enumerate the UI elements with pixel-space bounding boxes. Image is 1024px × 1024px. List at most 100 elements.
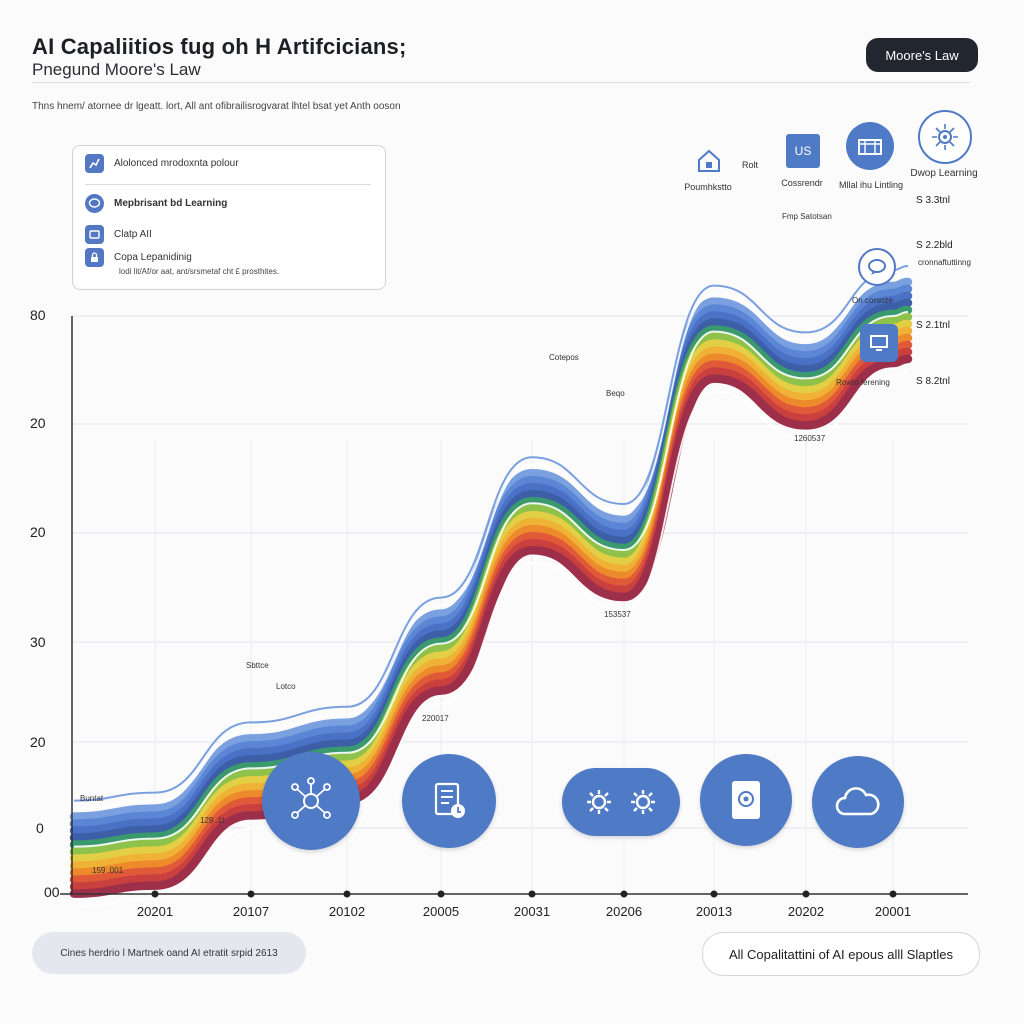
page-subtitle: Pnegund Moore's Law <box>32 60 201 79</box>
y-tick-label: 20 <box>30 524 46 540</box>
brain-icon <box>918 110 972 164</box>
band-highlight <box>73 311 909 848</box>
curve-label: 220017 <box>422 714 449 723</box>
y-tick-label: 00 <box>44 884 60 900</box>
sub-label: On corsoze <box>852 296 893 305</box>
legend-item: Copa Lepanidinig <box>85 248 192 267</box>
y-tick-label: 0 <box>36 820 44 836</box>
legend-label: Copa Lepanidinig <box>114 252 192 263</box>
value-label: S 3.3tnl <box>916 195 950 206</box>
capability-band <box>69 333 913 877</box>
x-tick-dot <box>437 890 445 898</box>
top-label: Rolt <box>741 160 759 170</box>
x-tick-dot <box>620 890 628 898</box>
x-tick-dot <box>528 890 536 898</box>
lock-icon <box>85 248 104 267</box>
capability-band <box>69 305 913 849</box>
x-tick-dot <box>151 890 159 898</box>
legend-note: lodi lit/Af/or aat, ant/srsmetaf cht £ p… <box>119 267 280 276</box>
chat-bubble-icon[interactable] <box>858 248 896 286</box>
band-highlight <box>73 371 909 908</box>
x-tick-dot <box>889 890 897 898</box>
x-tick-label: 20201 <box>136 904 174 919</box>
header-divider <box>32 82 970 83</box>
band-highlight <box>73 273 909 810</box>
house-icon <box>696 148 722 174</box>
value-label: S 2.2bld <box>916 240 953 251</box>
legend-label: Clatp AII <box>114 229 152 240</box>
x-tick-dots <box>151 890 897 898</box>
x-tick-dot <box>247 890 255 898</box>
capability-band <box>69 340 913 884</box>
footer-note: Cines herdrio l Martnek oand AI etratit … <box>32 932 306 974</box>
x-tick-label: 20031 <box>513 904 551 919</box>
document-icon[interactable] <box>402 754 496 848</box>
legend-item: Alolonced mrodoxnta polour <box>85 154 239 173</box>
capability-band <box>69 312 913 856</box>
x-tick-label: 20013 <box>695 904 733 919</box>
value-label: S 8.2tnl <box>916 376 950 387</box>
trend-outline <box>73 265 909 802</box>
y-tick-label: 30 <box>30 634 46 650</box>
curve-label: 153537 <box>604 610 631 619</box>
network-icon[interactable] <box>262 752 360 850</box>
x-tick-label: 20005 <box>422 904 460 919</box>
moores-law-button[interactable]: Moore's Law <box>866 38 978 72</box>
capability-band <box>69 326 913 870</box>
legend-label: Mepbrisant bd Learning <box>114 198 228 209</box>
monitor-icon[interactable] <box>860 324 898 362</box>
top-label: Dwop Learning <box>910 168 978 179</box>
top-label: Poumhkstto <box>684 182 732 192</box>
page-title: AI Capaliitios ƭug oh H Artifcicians; <box>32 34 407 59</box>
legend-label: Alolonced mrodoxnta polour <box>114 158 239 169</box>
us-icon: US <box>786 134 820 168</box>
x-tick-label: 20202 <box>787 904 825 919</box>
legend-item: Mepbrisant bd Learning <box>85 194 227 213</box>
y-tick-label: 20 <box>30 734 46 750</box>
top-label: Mllal ihu Lintling <box>838 180 904 190</box>
sub-label: Fmp Satotsan <box>782 212 832 221</box>
capability-band <box>69 319 913 863</box>
box-icon <box>846 122 894 170</box>
curve-label: 159 .001 <box>92 866 124 875</box>
x-tick-dot <box>343 890 351 898</box>
top-label: Cossrendr <box>781 178 823 188</box>
sub-label: cronnaftuttinng <box>918 258 971 267</box>
curve-label: Buntat <box>80 794 104 803</box>
y-tick-label: 80 <box>30 307 46 323</box>
y-tick-label: 20 <box>30 415 46 431</box>
axes <box>60 316 968 895</box>
cloud-icon[interactable] <box>812 756 904 848</box>
x-tick-label: 20107 <box>232 904 270 919</box>
sub-label: Rowto ferening <box>836 378 890 387</box>
legend-item: Clatp AII <box>85 225 152 244</box>
curve-label: 129 .1t <box>200 816 225 825</box>
curve-label: 1260537 <box>794 434 826 443</box>
bus-icon <box>85 225 104 244</box>
capability-band <box>69 277 913 821</box>
chip-icon[interactable] <box>700 754 792 846</box>
caption: Thns hnem/ atornee dr lgeatt. lort, All … <box>32 101 401 112</box>
capability-band <box>69 347 913 891</box>
x-tick-label: 20206 <box>605 904 643 919</box>
legend-panel: Alolonced mrodoxnta polour Mepbrisant bd… <box>72 145 386 290</box>
capability-band <box>69 298 913 842</box>
curve-label: Lotco <box>276 682 296 691</box>
capability-band <box>69 284 913 828</box>
x-tick-label: 20102 <box>328 904 366 919</box>
capability-band <box>69 291 913 835</box>
curve-label: Cotepos <box>549 353 579 362</box>
capability-band <box>69 354 913 898</box>
chart-icon <box>85 154 104 173</box>
x-tick-dot <box>710 890 718 898</box>
gears-icon[interactable] <box>562 768 680 836</box>
footer-summary-button[interactable]: All Copalitattini of AI epous alll Slapt… <box>702 932 980 976</box>
legend-divider <box>85 184 371 185</box>
curve-label: Sbttce <box>246 661 269 670</box>
value-label: S 2.1tnl <box>916 320 950 331</box>
x-tick-dot <box>802 890 810 898</box>
x-tick-label: 20001 <box>874 904 912 919</box>
curve-label: Beqo <box>606 389 625 398</box>
chat-icon <box>85 194 104 213</box>
